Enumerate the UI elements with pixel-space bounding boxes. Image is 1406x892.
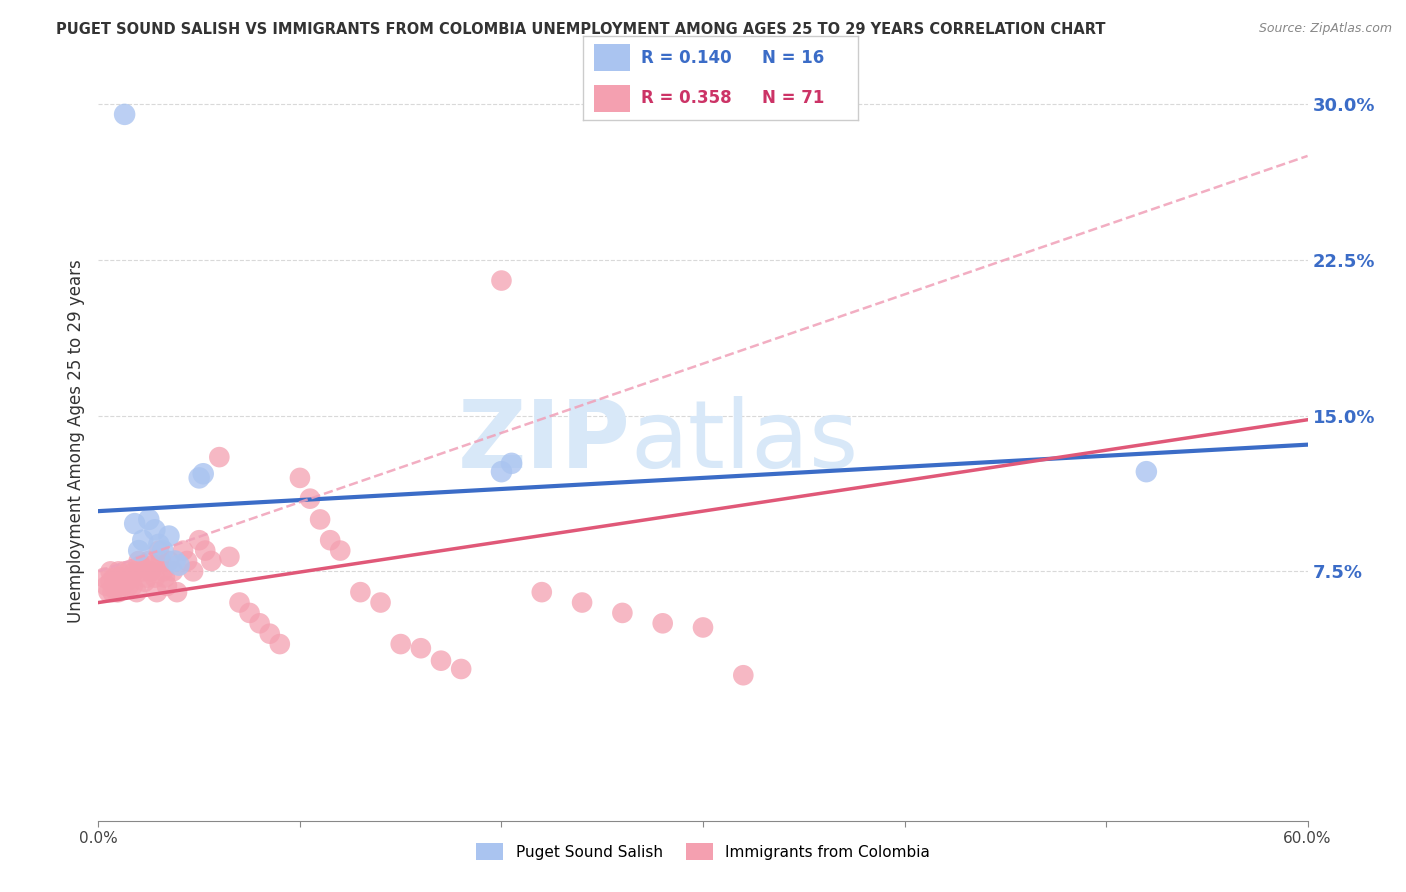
Point bbox=[96, 579, 118, 593]
Point bbox=[200, 554, 222, 568]
Point bbox=[97, 585, 120, 599]
Point bbox=[389, 637, 412, 651]
Point bbox=[167, 558, 190, 573]
Text: N = 16: N = 16 bbox=[762, 49, 824, 67]
Point bbox=[172, 543, 194, 558]
Point bbox=[349, 585, 371, 599]
Point bbox=[218, 549, 240, 564]
Point bbox=[491, 274, 513, 288]
Point bbox=[93, 571, 115, 585]
Point bbox=[100, 574, 122, 589]
Point bbox=[269, 637, 291, 651]
Point bbox=[146, 585, 169, 599]
Point bbox=[181, 565, 204, 579]
Point bbox=[105, 585, 128, 599]
Text: ZIP: ZIP bbox=[457, 395, 630, 488]
Text: PUGET SOUND SALISH VS IMMIGRANTS FROM COLOMBIA UNEMPLOYMENT AMONG AGES 25 TO 29 : PUGET SOUND SALISH VS IMMIGRANTS FROM CO… bbox=[56, 22, 1105, 37]
Point bbox=[135, 571, 157, 585]
Point bbox=[1135, 465, 1157, 479]
Bar bbox=[595, 44, 630, 71]
Point bbox=[103, 579, 125, 593]
Point bbox=[733, 668, 755, 682]
Point bbox=[134, 574, 156, 589]
Point bbox=[188, 533, 211, 548]
Text: N = 71: N = 71 bbox=[762, 89, 824, 107]
Point bbox=[124, 516, 146, 531]
Point bbox=[118, 565, 141, 579]
Point bbox=[128, 554, 150, 568]
Point bbox=[142, 558, 165, 573]
Point bbox=[115, 574, 138, 589]
Point bbox=[530, 585, 553, 599]
Point bbox=[114, 107, 136, 121]
Point bbox=[138, 512, 160, 526]
Point bbox=[157, 554, 180, 568]
Point bbox=[430, 654, 453, 668]
Point bbox=[162, 565, 184, 579]
Point bbox=[118, 579, 141, 593]
Point bbox=[208, 450, 231, 464]
Point bbox=[319, 533, 342, 548]
Point bbox=[139, 565, 162, 579]
Point bbox=[107, 565, 129, 579]
Point bbox=[692, 620, 714, 634]
Point bbox=[148, 543, 170, 558]
Point bbox=[143, 571, 166, 585]
Point bbox=[152, 565, 174, 579]
Point bbox=[571, 595, 593, 609]
Point bbox=[157, 529, 180, 543]
Point bbox=[143, 523, 166, 537]
Point bbox=[111, 579, 134, 593]
Point bbox=[409, 641, 432, 656]
Point bbox=[188, 471, 211, 485]
Point bbox=[153, 571, 176, 585]
Point bbox=[148, 537, 170, 551]
Point bbox=[450, 662, 472, 676]
Point bbox=[107, 574, 129, 589]
Point bbox=[110, 571, 132, 585]
Y-axis label: Unemployment Among Ages 25 to 29 years: Unemployment Among Ages 25 to 29 years bbox=[66, 260, 84, 624]
Point bbox=[138, 554, 160, 568]
Point bbox=[309, 512, 332, 526]
Point bbox=[100, 565, 122, 579]
Point bbox=[103, 571, 125, 585]
Bar bbox=[595, 85, 630, 112]
Point bbox=[132, 533, 155, 548]
Point bbox=[259, 626, 281, 640]
Point bbox=[114, 565, 136, 579]
Point bbox=[121, 579, 143, 593]
Point bbox=[124, 565, 146, 579]
Point bbox=[149, 554, 172, 568]
Point bbox=[288, 471, 311, 485]
Text: atlas: atlas bbox=[630, 395, 859, 488]
Text: R = 0.358: R = 0.358 bbox=[641, 89, 731, 107]
Point bbox=[651, 616, 673, 631]
Text: R = 0.140: R = 0.140 bbox=[641, 49, 731, 67]
Point bbox=[120, 571, 142, 585]
Legend: Puget Sound Salish, Immigrants from Colombia: Puget Sound Salish, Immigrants from Colo… bbox=[470, 838, 936, 866]
Point bbox=[128, 543, 150, 558]
Point bbox=[132, 565, 155, 579]
Point bbox=[612, 606, 634, 620]
Point bbox=[491, 465, 513, 479]
Point bbox=[101, 585, 124, 599]
Point bbox=[329, 543, 352, 558]
Point bbox=[107, 585, 129, 599]
Point bbox=[152, 543, 174, 558]
Point bbox=[156, 579, 179, 593]
Point bbox=[166, 585, 188, 599]
Point bbox=[370, 595, 392, 609]
Point bbox=[249, 616, 271, 631]
Point bbox=[163, 554, 186, 568]
Point bbox=[228, 595, 250, 609]
Point bbox=[194, 543, 217, 558]
Point bbox=[299, 491, 322, 506]
Point bbox=[176, 554, 198, 568]
Text: Source: ZipAtlas.com: Source: ZipAtlas.com bbox=[1258, 22, 1392, 36]
Point bbox=[125, 585, 148, 599]
Point bbox=[129, 558, 152, 573]
Point bbox=[239, 606, 262, 620]
Point bbox=[193, 467, 215, 481]
Point bbox=[501, 456, 523, 470]
